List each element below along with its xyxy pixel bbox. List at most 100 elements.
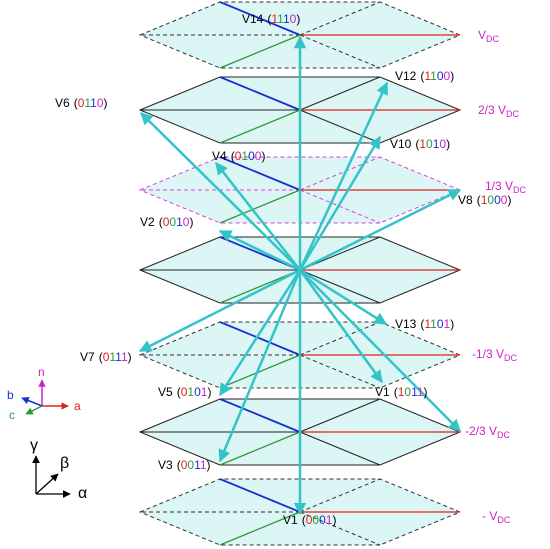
bit: 0 [169, 215, 176, 229]
bracket: ( [159, 215, 163, 229]
vector-label: V1 (0001) [283, 513, 336, 527]
bit: 0 [404, 385, 411, 399]
c-line [219, 34, 301, 69]
vector-label: V10 (1010) [390, 137, 450, 151]
bracket: ) [424, 385, 428, 399]
bit: 0 [248, 149, 255, 163]
bit: 1 [433, 137, 440, 151]
bit: 0 [103, 350, 110, 364]
inner-line [299, 109, 381, 144]
vector-label: V8 (1000) [458, 193, 511, 207]
level-label: - VDC [482, 509, 511, 525]
a-label: a [74, 399, 81, 413]
vector-label: V12 (1100) [395, 69, 454, 83]
vector-arrow [299, 188, 462, 272]
level-sub: DC [504, 353, 517, 363]
inner-line [299, 269, 381, 304]
bit: 0 [181, 458, 188, 472]
alpha-label: α [78, 485, 87, 502]
bit: 1 [424, 69, 431, 83]
vector-name: V14 [242, 12, 264, 26]
vector-name: V4 [212, 149, 227, 163]
level-sub: DC [486, 34, 499, 44]
bit: 1 [444, 317, 451, 331]
level-text: V [478, 28, 486, 42]
c-line [219, 431, 301, 466]
vector-arrow [138, 268, 301, 353]
bracket: ) [332, 513, 336, 527]
bracket: ) [450, 317, 454, 331]
vector-label: V14 (1110) [242, 12, 300, 26]
bit: 0 [501, 193, 508, 207]
b-line [219, 478, 301, 513]
bit: 0 [494, 193, 501, 207]
beta-axis [35, 473, 59, 495]
bit: 1 [84, 96, 91, 110]
vector-arrow [299, 268, 388, 326]
inner-line [299, 1, 381, 36]
level-sub: DC [513, 185, 526, 195]
level-text: -1/3 V [472, 347, 504, 361]
bit: 0 [426, 137, 433, 151]
bracket: ( [267, 12, 271, 26]
frame-axes: α γ β [30, 437, 87, 502]
bit: 0 [439, 137, 446, 151]
bracket: ) [507, 193, 511, 207]
level-sub: DC [497, 430, 510, 440]
c-line [219, 354, 301, 389]
inner-line [299, 478, 381, 513]
level-label: 2/3 VDC [478, 103, 520, 119]
bit: 0 [437, 69, 444, 83]
bit: 1 [430, 69, 437, 83]
level-text: -2/3 V [465, 424, 497, 438]
bracket: ( [302, 513, 306, 527]
vector-name: V3 [158, 458, 173, 472]
bracket: ( [420, 69, 424, 83]
inner-line [299, 511, 381, 546]
bit: 1 [430, 317, 437, 331]
bit: 1 [326, 513, 333, 527]
bit: 0 [183, 215, 190, 229]
bracket: ( [74, 96, 78, 110]
vector-arrow [298, 269, 384, 384]
vector-arrow [218, 269, 302, 397]
level-label: -1/3 VDC [472, 347, 518, 363]
inner-line [299, 354, 381, 389]
b-axis [21, 397, 43, 407]
vector-name: V2 [140, 215, 155, 229]
level-sub: DC [506, 109, 519, 119]
inner-line [299, 34, 381, 69]
vector-label: V1 (1011) [375, 385, 428, 399]
bracket: ) [207, 385, 211, 399]
bit: 1 [200, 458, 207, 472]
vector-arrows [138, 35, 462, 516]
bracket: ( [99, 350, 103, 364]
vector-arrow [298, 81, 389, 271]
bit: 0 [194, 385, 201, 399]
vector-label: V5 (0101) [158, 385, 211, 399]
bracket: ( [177, 458, 181, 472]
bit: 1 [283, 12, 290, 26]
vector-name: V12 [395, 69, 417, 83]
bracket: ) [261, 149, 265, 163]
vector-name: V7 [80, 350, 95, 364]
bit: 1 [419, 137, 426, 151]
abc-axes: a n b c [7, 365, 81, 422]
b-line [219, 76, 301, 111]
bit: 1 [481, 193, 488, 207]
bit: 0 [181, 385, 188, 399]
bit: 1 [411, 385, 418, 399]
bit: 0 [437, 317, 444, 331]
vector-name: V13 [395, 317, 417, 331]
level-text: 2/3 V [478, 103, 506, 117]
inner-line [299, 398, 381, 433]
bit: 1 [277, 12, 284, 26]
vector-arrow [299, 269, 461, 432]
bit: 0 [255, 149, 262, 163]
vector-label: V6 (0110) [55, 96, 108, 110]
bracket: ( [477, 193, 481, 207]
n-label: n [38, 365, 45, 379]
bracket: ) [128, 350, 132, 364]
vector-arrow [140, 112, 301, 271]
vector-name: V1 [375, 385, 390, 399]
